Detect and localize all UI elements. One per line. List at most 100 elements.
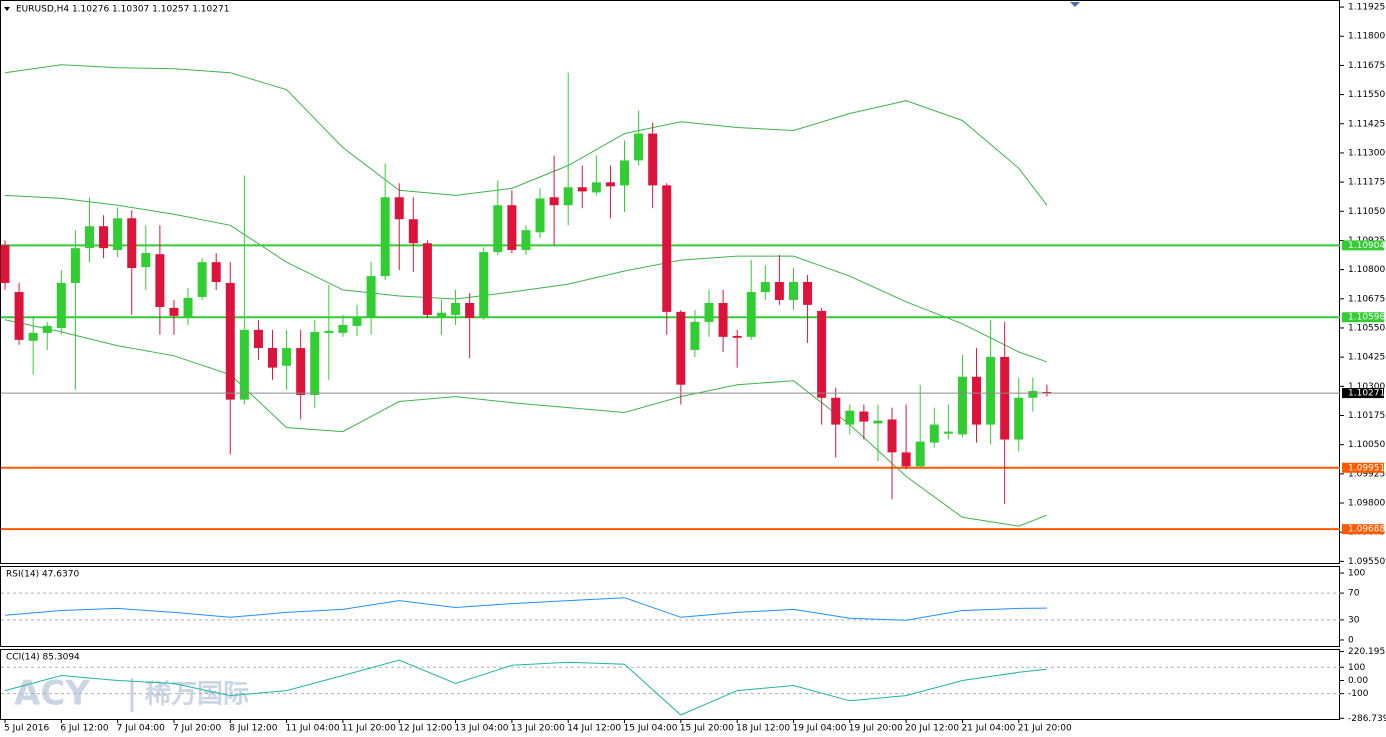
x-tick-label: 14 Jul 12:00 <box>567 724 621 734</box>
indicator-line <box>4 597 1047 621</box>
level-tag <box>1342 462 1384 473</box>
candle-body <box>239 329 249 400</box>
bollinger-band <box>4 194 1048 363</box>
x-tick-label: 13 Jul 04:00 <box>455 724 509 734</box>
candle-body <box>1028 390 1038 398</box>
candle-body <box>859 411 869 422</box>
y-tick-label: 1.10550 <box>1348 323 1385 333</box>
candle-body <box>986 356 996 425</box>
candle-body <box>831 397 841 425</box>
candle-body <box>788 282 798 300</box>
bollinger-band <box>4 64 1048 206</box>
candle-body <box>183 297 193 318</box>
y-tick-label: 100 <box>1348 663 1365 673</box>
x-tick-label: 5 Jul 2016 <box>4 724 49 734</box>
rsi-title: RSI(14) 47.6370 <box>6 570 79 580</box>
level-label: 1.10596 <box>1348 313 1385 323</box>
level-label: 1.09688 <box>1348 525 1385 535</box>
x-tick-label: 6 Jul 12:00 <box>60 724 109 734</box>
candle-body <box>310 331 320 395</box>
candle-body <box>634 133 644 161</box>
last-price-tag <box>1342 388 1384 399</box>
candle-body <box>465 303 475 318</box>
candle-body <box>845 410 855 425</box>
candle-body <box>605 182 615 187</box>
candle-body <box>929 424 939 443</box>
candle-body <box>690 321 700 350</box>
x-tick-label: 8 Jul 12:00 <box>229 724 278 734</box>
level-label: 1.09951 <box>1348 463 1385 473</box>
x-tick-label: 7 Jul 20:00 <box>173 724 222 734</box>
y-tick-label: 0 <box>1348 635 1354 645</box>
candle-body <box>296 348 306 395</box>
x-tick-label: 21 Jul 04:00 <box>961 724 1015 734</box>
cci-frame <box>0 649 1340 720</box>
candle-body <box>873 420 883 424</box>
candle-body <box>127 218 137 268</box>
candle-body <box>507 205 517 251</box>
candle-body <box>99 226 109 249</box>
candle-body <box>422 243 432 315</box>
candle-body <box>141 253 151 268</box>
y-tick-label: 1.10175 <box>1348 411 1385 421</box>
candle-body <box>408 219 418 244</box>
level-label: 1.10904 <box>1348 241 1385 251</box>
x-tick-label: 18 Jul 12:00 <box>736 724 790 734</box>
candle-body <box>493 205 503 253</box>
rsi-frame <box>0 566 1340 647</box>
x-tick-label: 7 Jul 04:00 <box>117 724 166 734</box>
last-price-label: 1.10271 <box>1348 389 1385 399</box>
candle-body <box>943 431 953 434</box>
y-tick-label: 1.09925 <box>1348 469 1385 479</box>
candle-body <box>253 329 263 349</box>
candle-body <box>577 187 587 192</box>
x-tick-label: 19 Jul 04:00 <box>792 724 846 734</box>
candle-body <box>282 348 292 366</box>
y-tick-label: 70 <box>1348 589 1360 599</box>
candle-body <box>380 197 390 277</box>
candle-body <box>760 282 770 293</box>
watermark-text: 稀万国际 <box>145 680 249 710</box>
candle-body <box>70 248 80 283</box>
y-tick-label: 1.10675 <box>1348 294 1385 304</box>
candle-body <box>324 330 334 333</box>
candle-body <box>662 185 672 312</box>
x-tick-label: 20 Jul 12:00 <box>905 724 959 734</box>
candle-body <box>113 218 123 251</box>
y-tick-label: 1.11300 <box>1348 148 1385 158</box>
chart-title: EURUSD,H4 1.10276 1.10307 1.10257 1.1027… <box>16 5 229 15</box>
y-tick-label: -286.7395 <box>1348 714 1386 724</box>
y-tick-label: 30 <box>1348 615 1360 625</box>
y-tick-label: 1.11425 <box>1348 119 1385 129</box>
candle-body <box>563 187 573 206</box>
candle-body <box>0 245 10 283</box>
y-tick-label: 0.00 <box>1348 676 1368 686</box>
candle-body <box>718 303 728 337</box>
x-tick-label: 11 Jul 20:00 <box>342 724 396 734</box>
candle-body <box>366 276 376 318</box>
y-tick-label: 1.10300 <box>1348 382 1385 392</box>
x-tick-label: 21 Jul 20:00 <box>1018 724 1072 734</box>
candle-body <box>774 282 784 300</box>
x-tick-label: 12 Jul 12:00 <box>398 724 452 734</box>
candle-body <box>42 325 52 333</box>
y-tick-label: 1.11050 <box>1348 207 1385 217</box>
candle-body <box>521 230 531 251</box>
y-tick-label: 1.11675 <box>1348 61 1385 71</box>
menu-arrow <box>4 7 10 11</box>
candle-body <box>901 452 911 467</box>
candle-body <box>803 282 813 305</box>
candle-body <box>676 311 686 385</box>
candle-body <box>591 182 601 193</box>
candle-body <box>352 317 362 326</box>
level-tag <box>1342 312 1384 323</box>
candle-body <box>394 197 404 220</box>
shift-marker <box>1070 2 1080 7</box>
y-tick-label: 100 <box>1348 569 1365 579</box>
y-tick-label: 1.10425 <box>1348 353 1385 363</box>
y-tick-label: 1.10050 <box>1348 440 1385 450</box>
candle-body <box>56 282 66 328</box>
candle-body <box>436 312 446 318</box>
candle-body <box>535 198 545 233</box>
candle-body <box>225 282 235 400</box>
